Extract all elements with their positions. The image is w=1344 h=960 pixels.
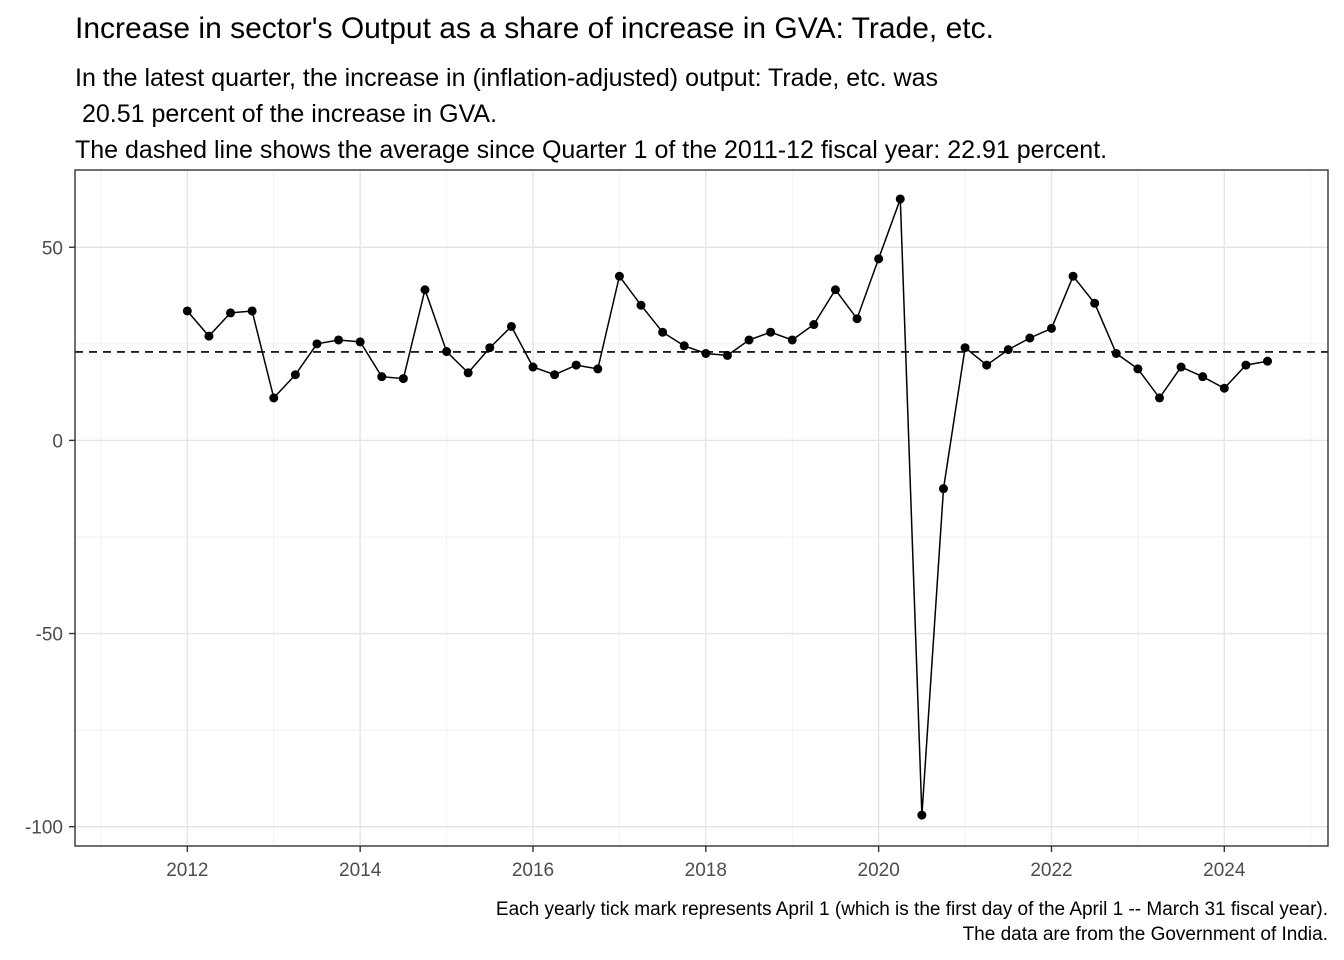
x-tick-label: 2020 [858, 860, 900, 881]
data-point [874, 254, 884, 264]
data-point [1090, 298, 1100, 308]
data-point [787, 335, 797, 345]
axes: 2012 2014 2016 2018 2020 2022 2024 50 0 -50 -100 [25, 238, 1246, 881]
data-point [550, 370, 560, 380]
data-point [485, 343, 495, 353]
series-line [186, 198, 1268, 816]
x-tick-label: 2024 [1203, 860, 1246, 881]
y-tick-label: 50 [42, 238, 63, 259]
data-point [1025, 333, 1035, 343]
data-point [1263, 356, 1273, 366]
data-point [420, 285, 430, 295]
y-tick-label: -100 [25, 818, 63, 839]
data-point [1068, 271, 1078, 281]
data-point [463, 368, 473, 378]
chart-title: Increase in sector's Output as a share o… [75, 12, 994, 45]
major-gridlines [75, 170, 1328, 846]
caption-line-1: Each yearly tick mark represents April 1… [495, 899, 1328, 920]
data-point [1198, 372, 1208, 382]
data-point [701, 348, 711, 358]
data-point [442, 347, 452, 357]
data-points [182, 194, 1273, 820]
data-point [269, 393, 279, 403]
data-point [636, 300, 646, 310]
data-point [334, 335, 344, 345]
data-point [355, 337, 365, 347]
x-tick-label: 2014 [339, 860, 382, 881]
data-point [506, 321, 516, 331]
data-point [1111, 348, 1121, 358]
x-tick-label: 2012 [166, 860, 208, 881]
data-point [377, 372, 387, 382]
data-point [744, 335, 754, 345]
chart-subtitle: In the latest quarter, the increase in (… [75, 64, 1108, 164]
data-point [204, 331, 214, 341]
data-point [593, 364, 603, 374]
plot-panel-border [74, 169, 1329, 847]
data-point [809, 320, 819, 330]
data-point [1154, 393, 1164, 403]
y-tick-label: 0 [52, 431, 63, 452]
data-point [895, 194, 905, 204]
x-tick-label: 2022 [1030, 860, 1072, 881]
data-point [528, 362, 538, 372]
data-point [982, 360, 992, 370]
data-point [722, 350, 732, 360]
data-point [247, 306, 257, 316]
data-point [658, 327, 668, 337]
data-point [852, 314, 862, 324]
chart-caption: Each yearly tick mark represents April 1… [496, 897, 1328, 947]
data-point [766, 327, 776, 337]
data-point [679, 341, 689, 351]
data-point [182, 306, 192, 316]
data-point [290, 370, 300, 380]
y-tick-label: -50 [36, 625, 63, 646]
data-point [917, 810, 927, 820]
data-point [1176, 362, 1186, 372]
data-point [1219, 383, 1229, 393]
x-tick-label: 2018 [685, 860, 727, 881]
x-tick-label: 2016 [512, 860, 554, 881]
data-point [1003, 345, 1013, 355]
data-point [398, 374, 408, 384]
data-point [1046, 323, 1056, 333]
data-point [312, 339, 322, 349]
data-point [938, 484, 948, 494]
data-point [1241, 360, 1251, 370]
minor-gridlines [75, 170, 1328, 846]
plot-panel [74, 169, 1329, 847]
series-line-layer [186, 198, 1268, 816]
data-point [1133, 364, 1143, 374]
data-point [571, 360, 581, 370]
data-point [830, 285, 840, 295]
data-point [226, 308, 236, 318]
data-point [960, 343, 970, 353]
caption-line-2: The data are from the Government of Indi… [962, 924, 1328, 945]
data-point [614, 271, 624, 281]
